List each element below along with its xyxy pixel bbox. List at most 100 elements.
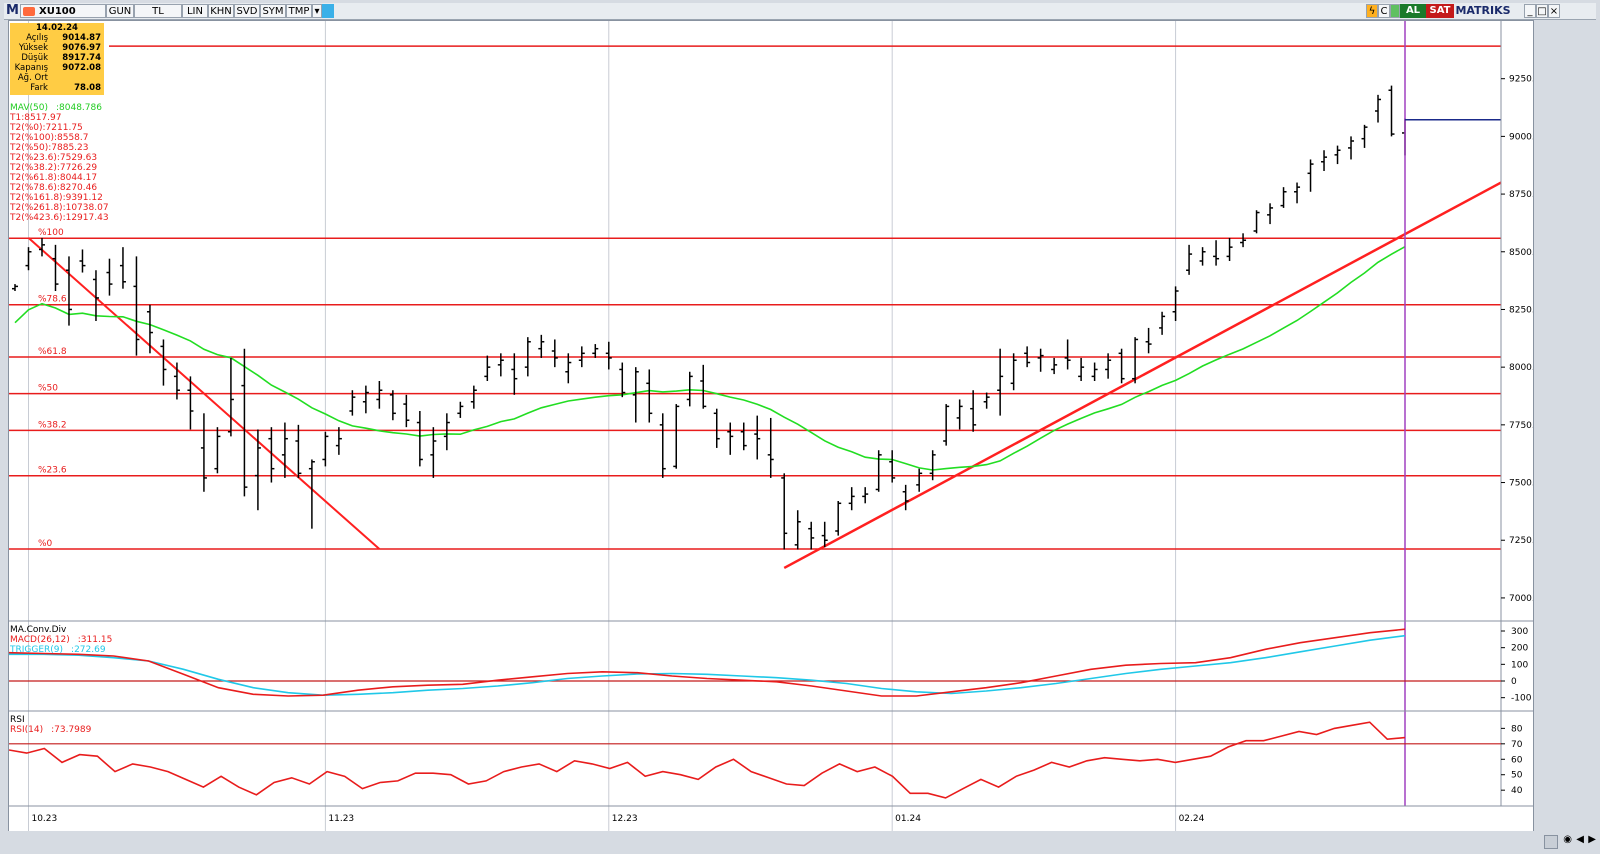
price-tick-label: 8500.00 <box>1509 248 1533 258</box>
ohlc-bar <box>740 422 747 451</box>
price-tick-label: 9250.00 <box>1509 75 1533 85</box>
rsi-line <box>8 721 1406 799</box>
ohlc-bar <box>578 346 585 368</box>
scroll-right-icon[interactable]: ▶ <box>1588 834 1596 845</box>
ohlc-bar <box>443 413 450 451</box>
menu-button[interactable]: M <box>6 3 19 18</box>
symbol-selector[interactable]: XU100 <box>20 4 106 18</box>
ohlc-bar <box>808 521 815 550</box>
ohlc-bar <box>335 427 342 455</box>
flag-icon[interactable] <box>1390 4 1400 18</box>
khn-button[interactable]: KHN <box>208 4 234 18</box>
ohlc-bar <box>943 404 950 446</box>
ohlc-bar <box>403 394 410 428</box>
moving-average-line <box>14 246 1406 471</box>
ohlc-bar <box>1078 357 1085 381</box>
scroll-thumb[interactable] <box>1544 835 1558 849</box>
ohlc-bar <box>862 487 869 504</box>
buy-button[interactable]: AL <box>1400 4 1426 18</box>
chart-canvas[interactable]: %100 %78.6 %61.8 %50 %38.2 %23.6 %0 7000.00 725… <box>8 20 1546 832</box>
ohlc-row-open: Açılış 9014.87 <box>26 33 101 43</box>
chart-toolbar: M XU100 GUN TL LIN KHN SVD SYM TMP ▾ ϟ C… <box>4 3 1596 20</box>
ohlc-bar <box>362 385 369 414</box>
lightning-icon[interactable]: ϟ <box>1366 4 1378 18</box>
currency-button[interactable]: TL <box>134 4 182 18</box>
ohlc-bar <box>1334 145 1341 165</box>
ohlc-bar <box>686 371 693 407</box>
twitter-icon[interactable] <box>322 4 334 18</box>
rsi-panel-title: RSI <box>10 715 25 725</box>
ohlc-bar <box>1388 85 1395 137</box>
price-tick-label: 7750.00 <box>1509 421 1533 431</box>
ohlc-bar <box>848 487 855 511</box>
dropdown-arrow-icon[interactable]: ▾ <box>312 4 322 18</box>
x-axis-label: 12.23 <box>612 814 638 824</box>
ohlc-bar <box>1051 357 1058 375</box>
ohlc-row-high: Yüksek 9076.97 <box>18 43 101 53</box>
fib-legend-78-6: T2(%78.6):8270.46 <box>10 183 98 193</box>
macd-panel-title: MA.Conv.Div <box>10 625 67 635</box>
ohlc-bar <box>794 510 801 550</box>
linear-scale-button[interactable]: LIN <box>182 4 208 18</box>
fib-legend-61-8: T2(%61.8):8044.17 <box>10 173 98 183</box>
ohlc-bar <box>727 422 734 455</box>
ohlc-bar <box>1037 348 1044 372</box>
scroll-left-icon[interactable]: ◀ <box>1576 834 1584 845</box>
fib-level-label: %38.2 <box>38 420 67 430</box>
close-icon[interactable]: × <box>1548 4 1560 18</box>
fib-legend-23-6: T2(%23.6):7529.63 <box>10 153 98 163</box>
ohlc-bar <box>146 304 153 354</box>
macd-legend: MACD(26,12):311.15 <box>10 635 113 645</box>
ohlc-info-box: 14.02.24 Açılış 9014.87 Yüksek 9076.97 Düş… <box>10 23 104 95</box>
refresh-icon[interactable]: C <box>1378 4 1390 18</box>
sym-button[interactable]: SYM <box>260 4 286 18</box>
ohlc-bar <box>1213 240 1220 266</box>
fib-level-label: %100 <box>38 228 64 238</box>
ohlc-bar <box>646 369 653 423</box>
ohlc-bar <box>1172 286 1179 321</box>
symbol-label: XU100 <box>39 6 76 17</box>
bottom-scrollbar[interactable]: ◉ ◀ ▶ <box>8 831 1598 851</box>
x-axis-label: 10.23 <box>31 814 57 824</box>
ohlc-bar <box>1186 244 1193 275</box>
ohlc-bar <box>187 376 194 430</box>
ohlc-bar <box>1159 311 1166 335</box>
ohlc-bar <box>1267 203 1274 225</box>
sell-button[interactable]: SAT <box>1426 4 1454 18</box>
price-tick-label: 8000.00 <box>1509 363 1533 373</box>
price-chart[interactable]: %100 %78.6 %61.8 %50 %38.2 %23.6 %0 7000.00 725… <box>8 21 1546 831</box>
ohlc-bar <box>983 392 990 409</box>
ohlc-bar <box>38 237 45 257</box>
ohlc-bar <box>1294 182 1301 204</box>
ohlc-bar <box>835 501 842 536</box>
minimize-icon[interactable]: _ <box>1524 4 1536 18</box>
price-tick-label: 8750.00 <box>1509 190 1533 200</box>
ohlc-bar <box>12 284 18 291</box>
ohlc-bar <box>511 353 518 395</box>
fib-legend-161-8: T2(%161.8):9391.12 <box>10 193 103 203</box>
svd-button[interactable]: SVD <box>234 4 260 18</box>
brand-logo: MATRIKS <box>1454 4 1512 18</box>
maximize-icon[interactable]: □ <box>1536 4 1548 18</box>
fib-legend-0: T2(%0):7211.75 <box>10 123 83 133</box>
ohlc-bar <box>1253 210 1260 234</box>
zoom-icon[interactable]: ◉ <box>1563 834 1572 845</box>
ohlc-bar <box>281 422 288 478</box>
template-button[interactable]: TMP <box>286 4 312 18</box>
ohlc-bar <box>916 468 923 492</box>
ohlc-bar <box>200 413 207 492</box>
ohlc-bar <box>268 427 275 483</box>
x-axis-label: 01.24 <box>895 814 921 824</box>
ohlc-row-avg: Ağ. Ort <box>17 73 48 83</box>
up-trendline <box>783 181 1502 570</box>
ohlc-bar <box>700 364 707 409</box>
ohlc-bar <box>875 450 882 492</box>
fib-legend-261-8: T2(%261.8):10738.07 <box>10 203 109 213</box>
ohlc-bar <box>25 247 32 271</box>
ohlc-bar <box>106 258 113 296</box>
macd-tick-label: 0 <box>1511 677 1517 687</box>
period-button[interactable]: GUN <box>106 4 134 18</box>
ohlc-bar <box>295 424 302 478</box>
rsi-tick-label: 50 <box>1511 771 1523 781</box>
ohlc-bar <box>1348 136 1355 160</box>
